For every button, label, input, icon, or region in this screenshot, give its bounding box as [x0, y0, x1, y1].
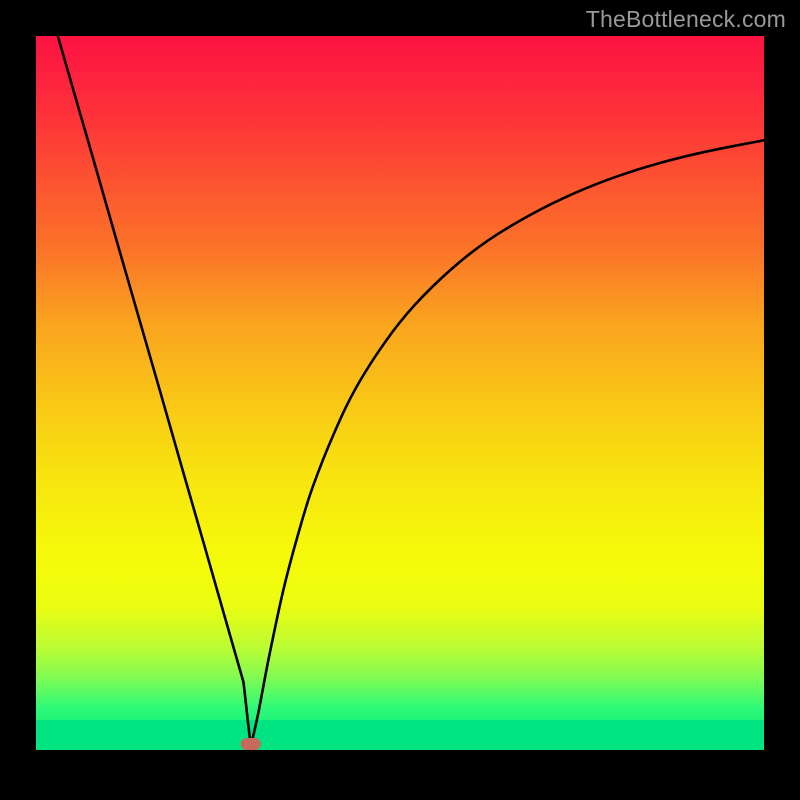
- plot-bottom-band: [36, 720, 764, 750]
- watermark-text: TheBottleneck.com: [586, 6, 786, 33]
- bottleneck-minimum-marker: [241, 738, 261, 750]
- chart-container: TheBottleneck.com: [0, 0, 800, 800]
- bottleneck-chart-svg: [0, 0, 800, 800]
- plot-background: [36, 36, 764, 750]
